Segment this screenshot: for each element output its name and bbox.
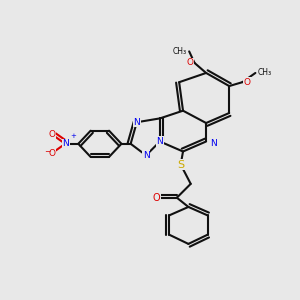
Text: N: N — [134, 118, 140, 127]
Text: N: N — [63, 139, 69, 148]
Text: N: N — [210, 139, 217, 148]
Text: O: O — [244, 78, 251, 87]
Text: N: N — [143, 151, 149, 160]
Text: −: − — [44, 148, 51, 157]
Text: O: O — [49, 148, 56, 158]
Text: S: S — [177, 160, 184, 170]
Text: O: O — [186, 58, 193, 68]
Text: CH₃: CH₃ — [173, 47, 187, 56]
Text: +: + — [70, 134, 76, 140]
Text: N: N — [157, 137, 163, 146]
Text: CH₃: CH₃ — [258, 68, 272, 77]
Text: O: O — [152, 193, 160, 203]
Text: O: O — [49, 130, 56, 139]
